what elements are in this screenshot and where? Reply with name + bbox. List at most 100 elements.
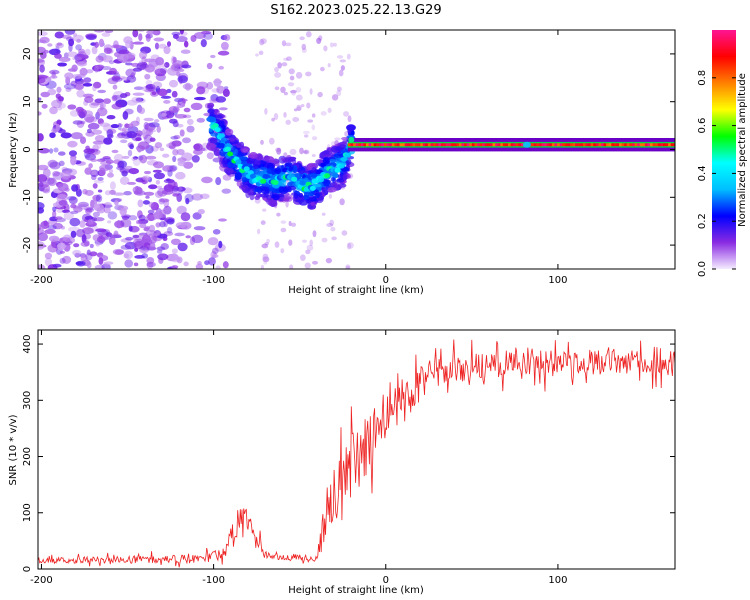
spectrogram-cell — [338, 69, 344, 77]
spectrogram-cell — [155, 222, 161, 228]
spectrogram-cell — [76, 228, 86, 238]
steady-tone-core — [515, 143, 519, 147]
steady-tone-core — [497, 143, 501, 147]
spectrogram-cell — [52, 210, 57, 219]
spectrogram-cell — [147, 209, 155, 214]
spectrogram-cell — [83, 77, 92, 84]
spectrogram-cell — [254, 161, 261, 165]
spectrogram-cell — [67, 140, 78, 148]
spectrogram-cell — [160, 243, 170, 250]
spectrogram-cell — [162, 165, 174, 172]
spectrogram-cell — [118, 123, 123, 128]
spectrogram-cell — [49, 106, 58, 115]
spectrogram-cell — [38, 57, 46, 67]
spectrogram-cell — [225, 128, 234, 136]
spectrogram-cell — [49, 132, 56, 139]
spectrogram-cell — [172, 120, 179, 128]
spectrogram-cell — [266, 159, 276, 164]
spectrogram-cell — [278, 186, 289, 195]
y-tick-label: -10 — [22, 189, 33, 205]
spectrogram-cell — [336, 86, 342, 92]
spectrogram-cell — [346, 242, 352, 250]
spectrogram-cell — [70, 210, 79, 215]
spectrogram-cell — [43, 220, 48, 227]
spectrogram-cell — [143, 117, 154, 122]
spectrogram-cell — [260, 139, 264, 145]
spectrogram-cell — [339, 198, 345, 206]
spectrogram-cell — [346, 124, 356, 131]
steady-tone-core — [474, 143, 478, 147]
spectrogram-cell — [163, 178, 175, 184]
spectrogram-cell — [132, 30, 139, 38]
spectrogram-cell — [85, 252, 93, 261]
spectrogram-cell — [79, 220, 86, 228]
spectrogram-cell — [92, 183, 98, 189]
spectrogram-cell — [121, 215, 130, 220]
spectrogram-cell — [256, 228, 261, 235]
steady-tone-core — [433, 143, 437, 147]
spectrogram-cell — [63, 83, 76, 90]
spectrogram-cell — [179, 30, 185, 35]
steady-tone-core — [500, 143, 504, 147]
spectrogram-cell — [311, 153, 316, 158]
spectrogram-cell — [88, 163, 93, 169]
spectrogram-cell — [254, 195, 260, 201]
spectrogram-cell — [206, 62, 213, 70]
steady-tone-core — [350, 143, 354, 147]
spectrogram-cell — [289, 264, 294, 269]
spectrogram-cell — [133, 190, 139, 195]
spectrogram-cell — [80, 254, 88, 262]
spectrogram-cell — [301, 43, 307, 50]
spectrogram-cell — [193, 143, 203, 152]
spectrogram-cell — [220, 124, 227, 129]
spectrogram-cell — [107, 211, 118, 220]
spectrogram-cell — [156, 185, 163, 190]
spectrogram-cell — [151, 91, 157, 95]
steady-tone-core — [482, 143, 486, 147]
spectrogram-cell — [154, 119, 160, 123]
spectrogram-cell — [172, 193, 179, 197]
spectrogram-cell — [283, 57, 289, 61]
spectrogram-cell — [58, 56, 71, 63]
steady-tone-core — [458, 143, 462, 147]
spectrogram-cell — [103, 206, 111, 214]
spectrogram-cell — [305, 249, 311, 255]
spectrogram-cell — [235, 159, 242, 165]
spectrogram-cell — [295, 86, 302, 93]
spectrogram-cell — [221, 159, 228, 165]
spectrogram-cell — [148, 126, 153, 133]
spectrogram-cell — [316, 37, 322, 44]
spectrogram-cell — [321, 212, 326, 216]
spectrogram-cell — [111, 77, 123, 82]
spectrogram-cell — [341, 230, 348, 236]
spectrogram-cell — [200, 30, 212, 35]
spectrogram-cell — [154, 68, 167, 77]
spectrogram-cell — [139, 154, 148, 164]
spectrogram-cell — [52, 170, 60, 177]
spectrogram-cell — [57, 62, 68, 67]
spectrogram-cell — [113, 153, 124, 162]
spectrogram-cell — [67, 68, 77, 72]
steady-tone-core — [386, 143, 390, 147]
spectrogram-cell — [317, 91, 323, 98]
steady-tone-core — [585, 143, 589, 147]
spectrogram-cell — [227, 151, 234, 157]
spectrogram-cell — [174, 232, 185, 237]
spectrogram-cell — [260, 264, 264, 269]
steady-tone-core — [492, 143, 496, 147]
steady-tone-core — [412, 143, 416, 147]
steady-tone-core — [430, 143, 434, 147]
y-tick-label: 300 — [22, 391, 33, 410]
spectrogram-cell — [156, 125, 161, 133]
spectrogram-cell — [296, 106, 301, 111]
spectrogram-cell — [96, 143, 102, 150]
spectrogram-cell — [207, 104, 214, 110]
steady-tone-core — [366, 143, 369, 147]
spectrogram-cell — [289, 148, 297, 156]
spectrogram-cell — [298, 199, 309, 206]
x-tick-label: -100 — [202, 275, 225, 286]
steady-tone-core — [549, 143, 553, 147]
spectrogram-cell — [135, 220, 142, 225]
steady-tone-core — [518, 143, 522, 147]
spectrogram-cell — [82, 227, 94, 235]
